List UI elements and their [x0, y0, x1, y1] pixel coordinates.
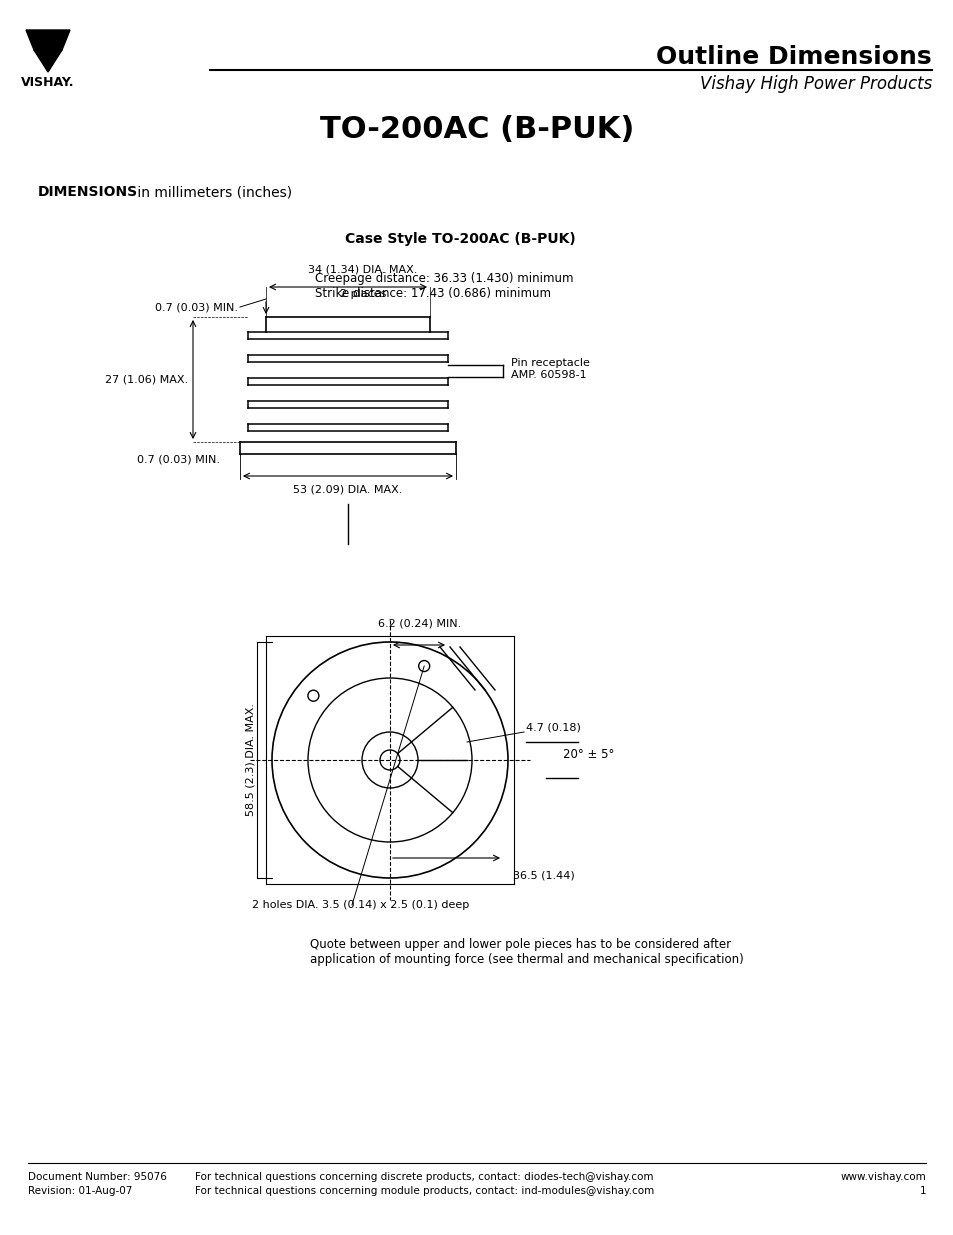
- Text: Document Number: 95076: Document Number: 95076: [28, 1172, 167, 1182]
- Text: For technical questions concerning discrete products, contact: diodes-tech@visha: For technical questions concerning discr…: [194, 1172, 653, 1182]
- Text: 4.7 (0.18): 4.7 (0.18): [525, 722, 580, 734]
- Text: www.vishay.com: www.vishay.com: [840, 1172, 925, 1182]
- Text: DIMENSIONS: DIMENSIONS: [38, 185, 138, 199]
- Polygon shape: [26, 30, 70, 49]
- Text: 0.7 (0.03) MIN.: 0.7 (0.03) MIN.: [137, 454, 220, 466]
- Text: 20° ± 5°: 20° ± 5°: [562, 748, 614, 762]
- Text: 2 places: 2 places: [339, 289, 386, 299]
- Text: Revision: 01-Aug-07: Revision: 01-Aug-07: [28, 1186, 132, 1195]
- Text: 6.2 (0.24) MIN.: 6.2 (0.24) MIN.: [378, 618, 461, 629]
- Text: Creepage distance: 36.33 (1.430) minimum: Creepage distance: 36.33 (1.430) minimum: [314, 272, 573, 285]
- Text: 1: 1: [919, 1186, 925, 1195]
- Text: in millimeters (inches): in millimeters (inches): [132, 185, 292, 199]
- Text: VISHAY.: VISHAY.: [21, 77, 74, 89]
- Text: 2 holes DIA. 3.5 (0.14) x 2.5 (0.1) deep: 2 holes DIA. 3.5 (0.14) x 2.5 (0.1) deep: [252, 900, 469, 910]
- Text: Quote between upper and lower pole pieces has to be considered after
application: Quote between upper and lower pole piece…: [310, 939, 743, 966]
- Text: For technical questions concerning module products, contact: ind-modules@vishay.: For technical questions concerning modul…: [194, 1186, 654, 1195]
- Text: 34 (1.34) DIA. MAX.: 34 (1.34) DIA. MAX.: [308, 266, 417, 275]
- Text: Case Style TO-200AC (B-PUK): Case Style TO-200AC (B-PUK): [344, 232, 575, 246]
- Text: 58.5 (2.3) DIA. MAX.: 58.5 (2.3) DIA. MAX.: [246, 704, 255, 816]
- Polygon shape: [34, 49, 62, 72]
- Text: Pin receptacle
AMP. 60598-1: Pin receptacle AMP. 60598-1: [511, 358, 589, 380]
- Text: 27 (1.06) MAX.: 27 (1.06) MAX.: [105, 374, 188, 384]
- Text: 36.5 (1.44): 36.5 (1.44): [513, 869, 574, 881]
- Text: 53 (2.09) DIA. MAX.: 53 (2.09) DIA. MAX.: [293, 484, 402, 494]
- Text: Vishay High Power Products: Vishay High Power Products: [699, 75, 931, 93]
- Text: 0.7 (0.03) MIN.: 0.7 (0.03) MIN.: [154, 303, 237, 312]
- Text: TO-200AC (B-PUK): TO-200AC (B-PUK): [319, 115, 634, 144]
- Text: Strike distance: 17.43 (0.686) minimum: Strike distance: 17.43 (0.686) minimum: [314, 287, 551, 300]
- Text: Outline Dimensions: Outline Dimensions: [656, 44, 931, 69]
